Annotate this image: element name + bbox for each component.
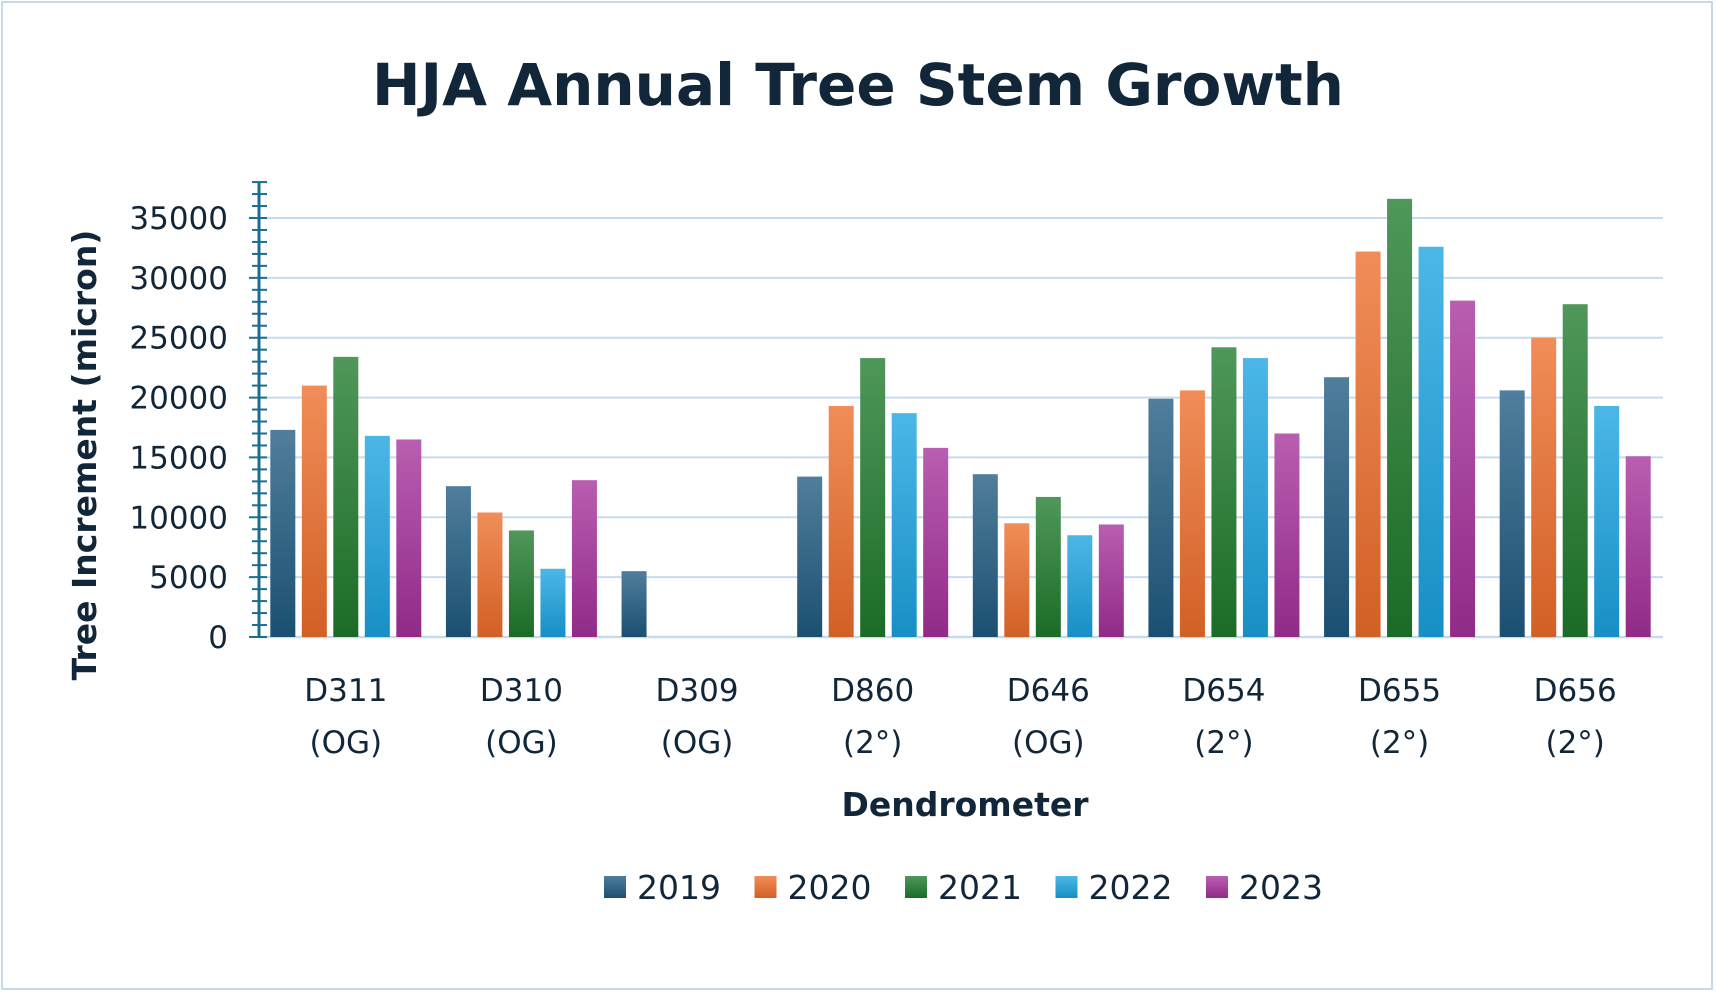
x-tick-label-sub: (2°) (1194, 725, 1253, 761)
bar-2020-D656 (1531, 337, 1557, 637)
chart-title: HJA Annual Tree Stem Growth (372, 51, 1344, 119)
bar-2021-D310 (508, 530, 534, 637)
x-tick-labels: D311 (OG) D310 (OG) D309 (OG) D860 (2°) D646 (OG)… (304, 673, 1616, 761)
legend: 2019 2020 2021 2022 2023 (604, 868, 1323, 907)
legend-swatch (754, 876, 777, 898)
y-tick-label: 5000 (149, 560, 228, 596)
x-tick-label-sub: (OG) (661, 725, 734, 761)
y-tick-label: 10000 (129, 500, 228, 536)
bar-2020-D310 (477, 512, 503, 637)
bar-2023-D311 (396, 439, 422, 637)
bar-2023-D860 (923, 447, 949, 637)
x-tick-label: D655 (1358, 673, 1441, 709)
bar-2022-D860 (891, 413, 917, 637)
bar-2022-D646 (1067, 535, 1093, 637)
bar-2021-D860 (860, 358, 886, 637)
x-tick-label-sub: (2°) (1370, 725, 1429, 761)
x-axis-title: Dendrometer (841, 785, 1089, 824)
bar-2019-D646 (972, 474, 998, 637)
bar-2019-D654 (1148, 398, 1174, 637)
y-axis-title: Tree Increment (micron) (65, 230, 104, 681)
y-tick-label: 15000 (129, 440, 228, 476)
x-tick-label-sub: (OG) (310, 725, 383, 761)
legend-label: 2023 (1239, 868, 1323, 907)
legend-swatch (1055, 876, 1078, 898)
bars (270, 198, 1651, 638)
y-tick-label: 30000 (129, 261, 228, 297)
x-tick-label: D310 (480, 673, 563, 709)
legend-item-2023: 2023 (1206, 868, 1323, 907)
x-tick-label: D860 (831, 673, 914, 709)
bar-2023-D655 (1450, 300, 1476, 637)
x-tick-label: D311 (304, 673, 387, 709)
bar-2023-D310 (571, 480, 597, 637)
legend-swatch (1206, 876, 1228, 898)
legend-label: 2021 (938, 868, 1022, 907)
bar-2019-D656 (1499, 390, 1525, 637)
y-tick-label: 20000 (129, 381, 228, 417)
y-tick-labels: 0 5000 10000 15000 20000 25000 30000 35000 (129, 201, 228, 656)
y-tick-label: 0 (208, 620, 228, 656)
bar-2020-D646 (1004, 523, 1030, 637)
bar-2021-D656 (1562, 304, 1588, 637)
legend-swatch (604, 876, 626, 898)
legend-swatch (905, 876, 927, 898)
bar-2019-D311 (270, 429, 296, 637)
bar-2022-D656 (1594, 405, 1620, 637)
bar-2022-D310 (540, 568, 566, 637)
x-tick-label-sub: (OG) (1012, 725, 1085, 761)
legend-item-2020: 2020 (754, 868, 872, 907)
bar-2019-D310 (445, 486, 471, 637)
bar-2019-D309 (621, 571, 647, 637)
legend-label: 2019 (637, 868, 721, 907)
bar-2022-D655 (1418, 246, 1444, 637)
bar-2020-D860 (828, 405, 854, 637)
legend-label: 2022 (1089, 868, 1173, 907)
x-tick-label: D309 (656, 673, 739, 709)
bar-2022-D311 (364, 435, 390, 637)
legend-item-2022: 2022 (1055, 868, 1173, 907)
bar-2020-D654 (1179, 390, 1205, 637)
y-tick-label: 35000 (129, 201, 228, 237)
bar-2021-D655 (1387, 198, 1413, 638)
x-tick-label: D646 (1007, 673, 1090, 709)
bar-2021-D646 (1035, 496, 1061, 637)
bar-2023-D646 (1098, 524, 1124, 637)
legend-item-2019: 2019 (604, 868, 721, 907)
legend-item-2021: 2021 (905, 868, 1022, 907)
bar-2022-D654 (1242, 358, 1268, 637)
bar-2019-D655 (1324, 377, 1350, 637)
bar-2021-D654 (1211, 347, 1237, 637)
bar-2023-D654 (1274, 433, 1300, 637)
x-tick-label: D656 (1534, 673, 1617, 709)
bar-2021-D311 (333, 356, 359, 637)
legend-label: 2020 (788, 868, 872, 907)
x-tick-label-sub: (2°) (843, 725, 902, 761)
bar-2023-D656 (1625, 456, 1651, 637)
y-tick-label: 25000 (129, 321, 228, 357)
bar-2020-D655 (1355, 251, 1381, 637)
bar-2019-D860 (797, 476, 823, 637)
x-tick-label-sub: (2°) (1545, 725, 1604, 761)
x-tick-label-sub: (OG) (485, 725, 558, 761)
bar-2020-D311 (301, 385, 327, 637)
x-tick-label: D654 (1182, 673, 1265, 709)
